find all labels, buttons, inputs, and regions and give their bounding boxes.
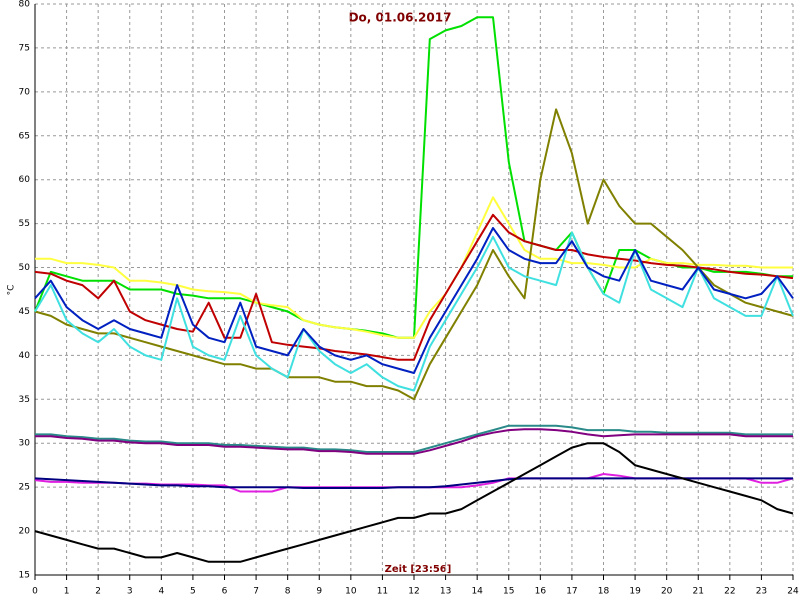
x-tick-label: 9 <box>316 587 322 597</box>
series-line <box>34 442 794 563</box>
y-tick-label: 75 <box>19 43 30 53</box>
x-tick-label: 21 <box>693 587 704 597</box>
series-line <box>34 227 794 374</box>
series-line <box>34 231 794 392</box>
y-tick-label: 60 <box>19 175 31 185</box>
y-tick-label: 15 <box>19 571 30 581</box>
y-tick-label: 65 <box>19 131 30 141</box>
x-tick-label: 1 <box>64 587 70 597</box>
series-line <box>34 213 794 361</box>
y-tick-label: 25 <box>19 483 30 493</box>
y-tick-label: 50 <box>19 263 31 273</box>
chart-title: Do, 01.06.2017 <box>349 11 452 25</box>
x-tick-label: 7 <box>253 587 259 597</box>
x-tick-label: 15 <box>503 587 514 597</box>
x-tick-label: 6 <box>222 587 228 597</box>
x-tick-label: 24 <box>787 587 799 597</box>
x-tick-label: 8 <box>285 587 291 597</box>
series-line <box>35 196 793 339</box>
x-tick-label: 19 <box>629 587 641 597</box>
y-tick-label: 45 <box>19 307 30 317</box>
x-tick-label: 0 <box>32 587 38 597</box>
y-tick-label: 30 <box>19 439 31 449</box>
series-line <box>35 428 793 455</box>
y-tick-label: 35 <box>19 395 30 405</box>
x-tick-label: 13 <box>440 587 451 597</box>
x-tick-label: 2 <box>95 587 101 597</box>
series-line <box>34 477 793 489</box>
y-axis-label: °C <box>7 285 17 296</box>
y-tick-label: 70 <box>19 87 31 97</box>
x-tick-label: 18 <box>598 587 610 597</box>
x-tick-label: 12 <box>408 587 419 597</box>
x-tick-label: 4 <box>158 587 164 597</box>
x-tick-label: 16 <box>535 587 547 597</box>
x-tick-label: 3 <box>127 587 133 597</box>
x-tick-label: 20 <box>661 587 673 597</box>
x-tick-label: 5 <box>190 587 196 597</box>
y-tick-label: 80 <box>19 0 31 10</box>
x-tick-label: 11 <box>377 587 388 597</box>
x-tick-label: 22 <box>724 587 735 597</box>
y-tick-label: 40 <box>19 351 31 361</box>
x-tick-label: 17 <box>566 587 577 597</box>
x-tick-label: 14 <box>471 587 483 597</box>
y-tick-label: 20 <box>19 527 31 537</box>
y-tick-label: 55 <box>19 219 30 229</box>
x-tick-label: 23 <box>756 587 767 597</box>
x-axis-label: Zeit [23:56] <box>385 564 452 575</box>
series-line <box>34 108 794 401</box>
series-line <box>35 424 793 453</box>
x-tick-label: 10 <box>345 587 357 597</box>
